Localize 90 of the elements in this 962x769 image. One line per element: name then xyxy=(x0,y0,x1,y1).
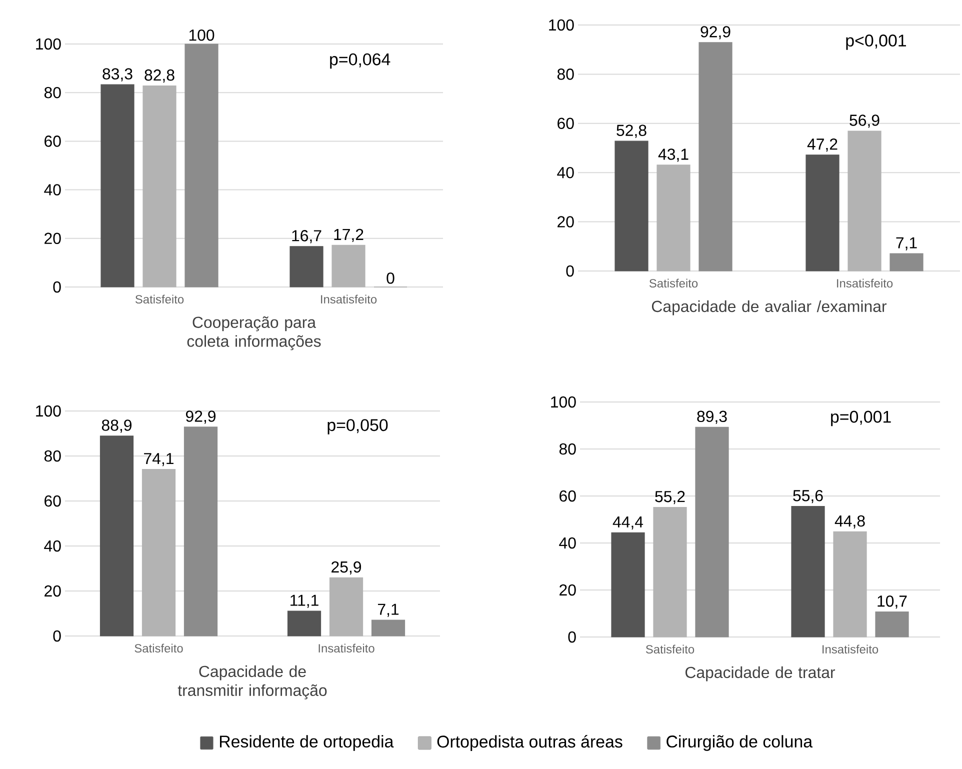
y-tick-label: 0 xyxy=(53,630,61,642)
x-tick-label: Insatisfeito xyxy=(822,644,878,654)
y-tick-label: 40 xyxy=(559,537,576,549)
data-label: 0 xyxy=(386,272,394,284)
data-label: 16,7 xyxy=(292,230,322,244)
x-tick-label: Satisfeito xyxy=(134,644,183,653)
data-label: 10,7 xyxy=(878,595,907,609)
bar xyxy=(287,610,322,636)
bar xyxy=(100,84,134,288)
y-tick-label: 20 xyxy=(44,585,61,597)
bar xyxy=(142,468,176,636)
x-axis-title: Capacidade de transmitir informação xyxy=(178,665,327,700)
data-label: 43,1 xyxy=(658,148,688,162)
x-tick-label: Satisfeito xyxy=(135,294,184,304)
x-tick-label: Satisfeito xyxy=(649,278,698,288)
y-tick-label: 100 xyxy=(551,396,576,408)
bar xyxy=(791,506,825,638)
y-tick-label: 0 xyxy=(566,265,574,277)
x-axis-title: Capacidade de avaliar /examinar xyxy=(652,300,887,316)
y-tick-label: 40 xyxy=(44,540,61,552)
y-tick-label: 20 xyxy=(558,216,574,228)
y-tick-label: 60 xyxy=(558,118,574,130)
data-label: 44,4 xyxy=(612,516,644,530)
data-label: 11,1 xyxy=(290,594,318,608)
bar xyxy=(290,246,324,288)
y-tick-label: 60 xyxy=(44,136,61,147)
y-tick-label: 100 xyxy=(549,19,574,31)
bar xyxy=(332,244,366,288)
data-label: 74,1 xyxy=(144,453,174,466)
data-label: 88,9 xyxy=(102,420,132,433)
bar xyxy=(329,577,364,636)
bar xyxy=(614,140,648,272)
y-tick-label: 0 xyxy=(53,281,61,293)
data-label: 52,8 xyxy=(616,124,646,138)
x-tick-label: Insatisfeito xyxy=(837,278,893,288)
bar xyxy=(142,85,176,288)
bar xyxy=(875,612,909,638)
y-tick-label: 20 xyxy=(560,584,576,596)
annotation: p=0,050 xyxy=(328,419,388,434)
x-tick-label: Insatisfeito xyxy=(318,644,374,653)
x-axis-title: Cooperação para coleta informações xyxy=(187,316,321,350)
data-label: 82,8 xyxy=(144,69,174,83)
legend-label: Residente de ortopedia xyxy=(220,735,394,751)
y-tick-label: 40 xyxy=(557,166,574,178)
data-label: 44,8 xyxy=(834,515,865,529)
data-label: 7,1 xyxy=(896,237,917,250)
data-label: 100 xyxy=(189,30,214,41)
x-axis-title: Capacidade de tratar xyxy=(686,666,836,682)
y-tick-label: 80 xyxy=(44,450,61,462)
bar xyxy=(100,436,134,636)
data-label: 92,9 xyxy=(700,26,730,40)
data-label: 83,3 xyxy=(102,68,132,82)
y-tick-label: 0 xyxy=(568,631,576,643)
y-tick-label: 20 xyxy=(44,232,61,244)
annotation: p<0,001 xyxy=(846,34,906,50)
data-label: 92,9 xyxy=(186,410,216,424)
bar xyxy=(371,620,406,636)
y-tick-label: 100 xyxy=(36,405,61,417)
y-tick-label: 80 xyxy=(557,68,574,80)
bar xyxy=(848,130,882,272)
data-label: 89,3 xyxy=(697,410,727,424)
data-label: 17,2 xyxy=(334,228,364,242)
data-label: 47,2 xyxy=(807,138,838,152)
data-label: 56,9 xyxy=(850,114,880,128)
annotation: p=0,064 xyxy=(330,53,390,69)
bar xyxy=(653,506,687,638)
bar xyxy=(656,164,690,272)
bar xyxy=(698,42,732,272)
y-tick-label: 100 xyxy=(36,38,61,50)
data-label: 55,6 xyxy=(793,490,823,504)
bar xyxy=(806,154,840,272)
data-label: 7,1 xyxy=(378,604,399,617)
legend-label: Ortopedista outras áreas xyxy=(437,735,622,751)
annotation: p=0,001 xyxy=(831,410,891,426)
y-tick-label: 80 xyxy=(559,443,576,455)
bar xyxy=(695,426,729,638)
bar xyxy=(833,531,867,638)
y-tick-label: 80 xyxy=(44,86,61,98)
x-tick-label: Satisfeito xyxy=(646,644,694,654)
data-label: 25,9 xyxy=(332,561,362,575)
x-tick-label: Insatisfeito xyxy=(321,294,377,304)
bar xyxy=(184,44,218,288)
y-tick-label: 60 xyxy=(560,490,576,502)
bar xyxy=(890,253,924,272)
bar xyxy=(611,532,645,638)
data-label: 55,2 xyxy=(655,490,685,504)
y-tick-label: 40 xyxy=(44,184,61,196)
y-tick-label: 60 xyxy=(44,495,61,507)
bar xyxy=(184,426,218,636)
legend-label: Cirurgião de coluna xyxy=(666,735,813,751)
